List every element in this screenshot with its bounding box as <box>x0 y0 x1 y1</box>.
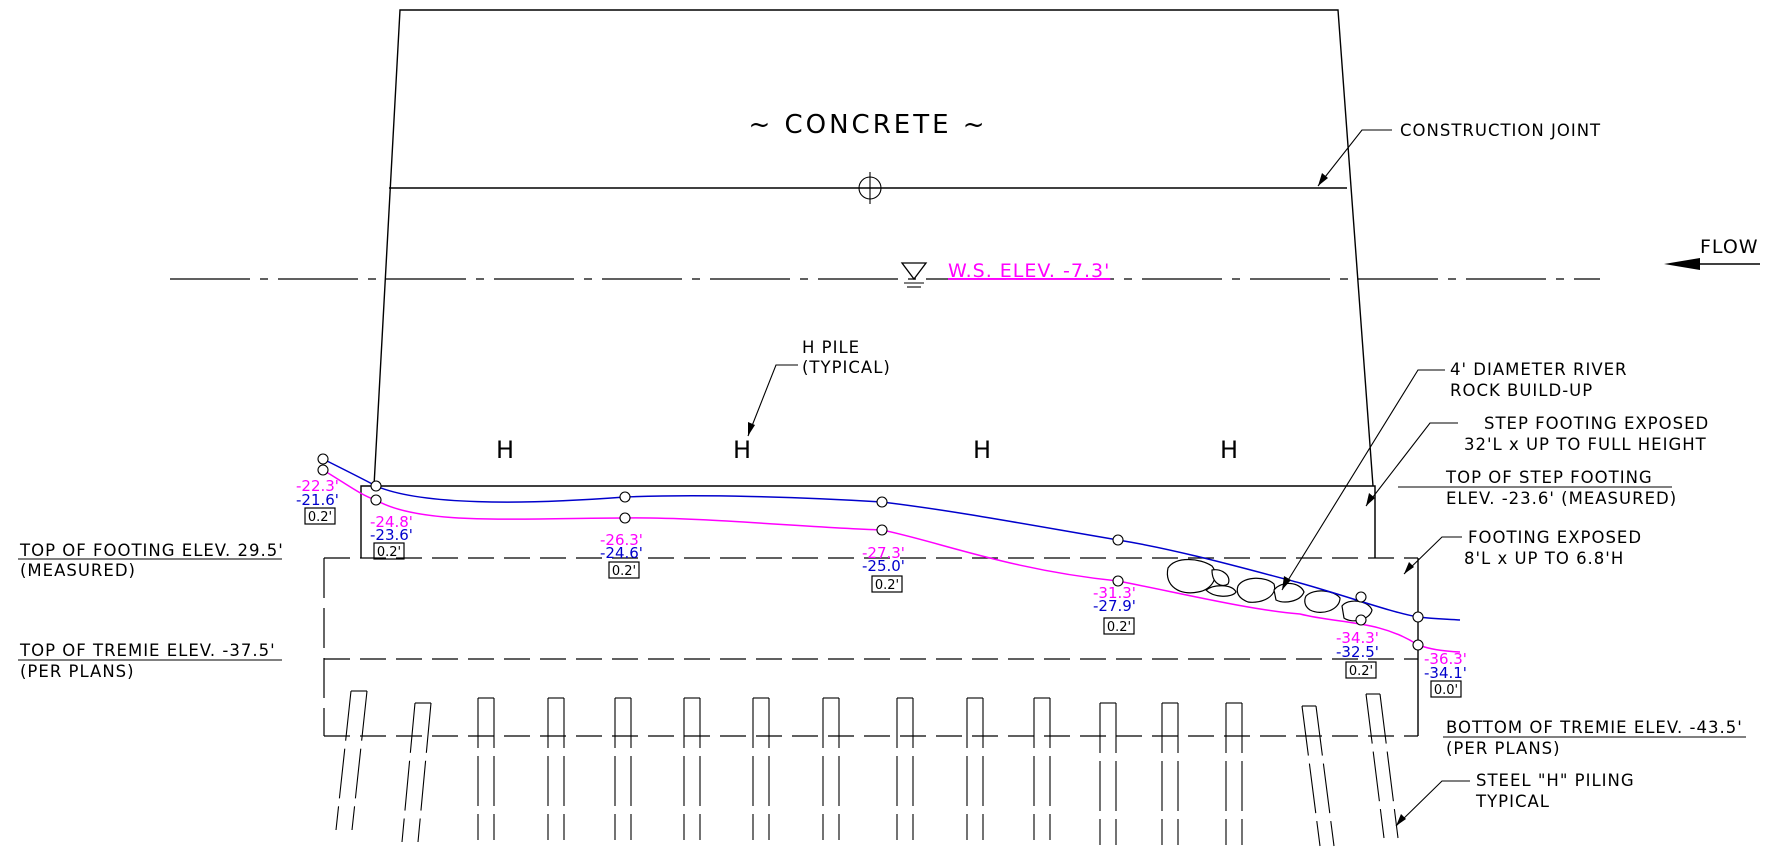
river-rock-buildup <box>1166 558 1373 622</box>
top-tremie-label-line2: (PER PLANS) <box>20 662 135 681</box>
steel-pile <box>401 702 432 843</box>
steel-pile <box>335 690 368 831</box>
steel-h-piles <box>335 690 1399 847</box>
bottom-tremie-label-line1: BOTTOM OF TREMIE ELEV. -43.5' <box>1446 718 1743 737</box>
svg-text:-24.8': -24.8' <box>370 513 413 531</box>
step-footing-right-edge <box>1361 485 1376 558</box>
svg-text:0.2': 0.2' <box>377 545 401 560</box>
flow-arrow-head <box>1664 258 1700 270</box>
steel-pile <box>1365 693 1399 839</box>
steel-pile <box>614 697 632 840</box>
sounding-label-7: -36.3' -34.1' 0.0' <box>1424 650 1467 698</box>
steel-pile <box>966 697 984 840</box>
top-step-label-line1: TOP OF STEP FOOTING <box>1445 468 1653 487</box>
h-mark-4: H <box>1220 436 1238 464</box>
svg-text:-27.3': -27.3' <box>862 544 905 562</box>
footing-exposed-label-line2: 8'L x UP TO 6.8'H <box>1464 549 1624 568</box>
h-pile-label-line2: (TYPICAL) <box>802 358 891 377</box>
steel-pile <box>1225 702 1243 845</box>
construction-joint-label: CONSTRUCTION JOINT <box>1400 121 1601 140</box>
steel-piling-leader <box>1395 780 1470 827</box>
water-surface-triangle-icon <box>900 262 928 288</box>
footing-exposed-label-line1: FOOTING EXPOSED <box>1468 528 1642 547</box>
h-mark-3: H <box>973 436 991 464</box>
steel-pile <box>1161 702 1179 845</box>
current-profile-line <box>322 469 1461 653</box>
top-tremie-label-line1: TOP OF TREMIE ELEV. -37.5' <box>19 641 276 660</box>
steel-pile <box>1301 705 1335 847</box>
steel-pile <box>896 697 914 840</box>
steel-pile <box>547 697 565 840</box>
steel-pile <box>683 697 701 840</box>
concrete-label: ~ CONCRETE ~ <box>748 110 987 140</box>
svg-text:-23.6': -23.6' <box>370 526 413 544</box>
svg-text:-36.3': -36.3' <box>1424 650 1467 668</box>
svg-text:0.0': 0.0' <box>1434 683 1458 698</box>
sounding-label-5: -31.3' -27.9' 0.2' <box>1093 584 1136 635</box>
h-mark-1: H <box>496 436 514 464</box>
river-rock-leader <box>1281 369 1445 591</box>
svg-text:-21.6': -21.6' <box>296 491 339 509</box>
h-mark-2: H <box>733 436 751 464</box>
bottom-tremie-label-line2: (PER PLANS) <box>1446 739 1561 758</box>
sounding-label-2: -24.8' -23.6' 0.2' <box>370 513 413 560</box>
svg-text:-25.0': -25.0' <box>862 557 905 575</box>
sounding-label-3: -26.3' -24.6' 0.2' <box>600 531 643 579</box>
step-exposed-label-line2: 32'L x UP TO FULL HEIGHT <box>1464 435 1707 454</box>
svg-text:-34.3': -34.3' <box>1336 629 1379 647</box>
svg-text:-24.6': -24.6' <box>600 544 643 562</box>
h-pile-label-line1: H PILE <box>802 338 860 357</box>
construction-joint-leader <box>1317 129 1392 187</box>
steel-piling-label-line1: STEEL "H" PILING <box>1476 771 1635 790</box>
footing-exposed-leader <box>1403 536 1462 575</box>
svg-text:-22.3': -22.3' <box>296 477 339 495</box>
pier-wall-outline <box>373 9 1374 487</box>
svg-text:-32.5': -32.5' <box>1336 643 1379 661</box>
centerline-symbol <box>858 172 882 204</box>
river-rock-label-line1: 4' DIAMETER RIVER <box>1450 360 1628 379</box>
svg-text:0.2': 0.2' <box>875 578 899 593</box>
svg-text:0.2': 0.2' <box>1349 664 1373 679</box>
water-surface-label: W.S. ELEV. -7.3' <box>948 260 1110 282</box>
flow-label: FLOW <box>1700 236 1759 258</box>
svg-text:-31.3': -31.3' <box>1093 584 1136 602</box>
sounding-label-1: -22.3' -21.6' 0.2' <box>296 477 339 525</box>
sounding-points <box>317 453 1424 651</box>
svg-text:0.2': 0.2' <box>1107 620 1131 635</box>
h-pile-leader <box>747 364 798 437</box>
top-footing-label-line2: (MEASURED) <box>20 561 136 580</box>
svg-text:-34.1': -34.1' <box>1424 664 1467 682</box>
steel-pile <box>1033 697 1051 840</box>
svg-text:0.2': 0.2' <box>308 510 332 525</box>
steel-pile <box>752 697 770 840</box>
svg-text:-26.3': -26.3' <box>600 531 643 549</box>
steel-pile <box>477 697 495 840</box>
river-rock-label-line2: ROCK BUILD-UP <box>1450 381 1593 400</box>
steel-pile <box>822 697 840 840</box>
steel-pile <box>1099 702 1117 845</box>
steel-piling-label-line2: TYPICAL <box>1475 792 1550 811</box>
top-step-label-line2: ELEV. -23.6' (MEASURED) <box>1446 489 1677 508</box>
step-exposed-label-line1: STEP FOOTING EXPOSED <box>1484 414 1709 433</box>
top-footing-label-line1: TOP OF FOOTING ELEV. 29.5' <box>19 541 284 560</box>
sounding-label-4: -27.3' -25.0' 0.2' <box>862 544 905 593</box>
sounding-label-6: -34.3' -32.5' 0.2' <box>1336 629 1379 679</box>
svg-text:0.2': 0.2' <box>612 564 636 579</box>
svg-text:-27.9': -27.9' <box>1093 597 1136 615</box>
step-exposed-leader <box>1365 422 1458 507</box>
